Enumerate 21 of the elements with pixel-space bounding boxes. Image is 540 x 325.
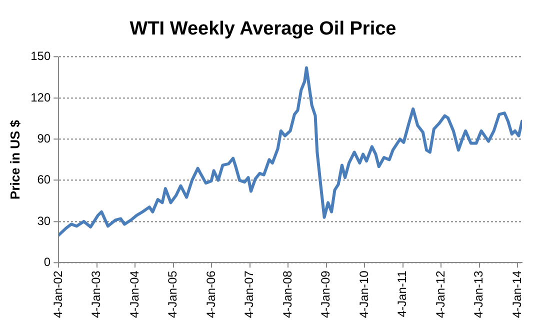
y-tick-label: 90: [37, 131, 51, 146]
x-tick-label: 4-Jan-06: [204, 270, 218, 318]
x-tick-label: 4-Jan-09: [318, 270, 333, 318]
y-axis-title: Price in US $: [7, 119, 22, 200]
y-tick-label: 150: [30, 49, 51, 64]
y-tick-label: 120: [30, 90, 51, 104]
y-tick-label: 30: [37, 214, 51, 228]
x-tick-label: 4-Jan-05: [166, 270, 180, 318]
x-tick-label: 4-Jan-08: [280, 270, 294, 318]
x-tick-label: 4-Jan-10: [356, 270, 371, 318]
x-tick-label: 4-Jan-11: [395, 270, 410, 318]
x-tick-label: 4-Jan-07: [242, 270, 256, 318]
y-tick-label: 0: [44, 254, 51, 269]
x-tick-label: 4-Jan-12: [433, 270, 448, 318]
x-tick-label: 4-Jan-02: [50, 270, 65, 318]
x-tick-label: 4-Jan-13: [472, 270, 486, 318]
y-tick-label: 60: [37, 172, 51, 187]
chart-title: WTI Weekly Average Oil Price: [130, 18, 396, 40]
x-tick-label: 4-Jan-14: [510, 270, 524, 318]
x-tick-label: 4-Jan-03: [89, 270, 104, 318]
x-tick-label: 4-Jan-04: [127, 270, 142, 318]
